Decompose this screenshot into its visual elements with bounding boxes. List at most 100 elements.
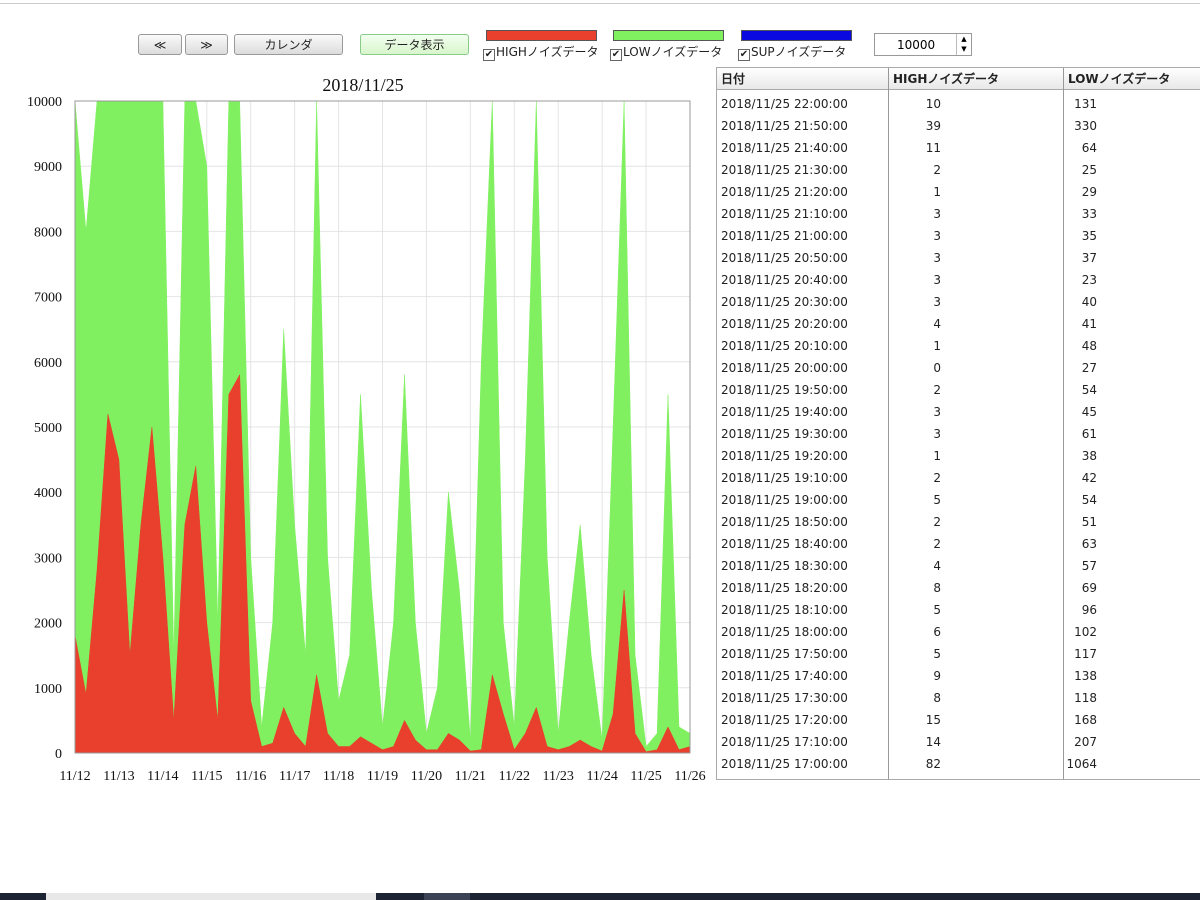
cell-high: 3 bbox=[933, 295, 941, 309]
spinner-arrows[interactable]: ▲ ▼ bbox=[956, 34, 971, 55]
x-tick-label: 11/22 bbox=[499, 769, 530, 784]
cell-datetime: 2018/11/25 19:00:00 bbox=[721, 493, 848, 507]
legend-swatch bbox=[741, 30, 852, 41]
y-tick-label: 0 bbox=[55, 747, 62, 762]
cell-datetime: 2018/11/25 17:00:00 bbox=[721, 757, 848, 771]
cell-datetime: 2018/11/25 18:10:00 bbox=[721, 603, 848, 617]
cell-low: 207 bbox=[1074, 735, 1097, 749]
y-tick-label: 2000 bbox=[34, 617, 62, 632]
cell-high: 3 bbox=[933, 405, 941, 419]
spinner[interactable]: 10000 ▲ ▼ bbox=[874, 33, 972, 56]
x-tick-label: 11/25 bbox=[630, 769, 661, 784]
cell-high: 3 bbox=[933, 207, 941, 221]
legend-swatch bbox=[613, 30, 724, 41]
cell-low: 45 bbox=[1081, 405, 1097, 419]
cell-datetime: 2018/11/25 20:50:00 bbox=[721, 251, 848, 265]
x-tick-label: 11/24 bbox=[586, 769, 617, 784]
cell-datetime: 2018/11/25 17:40:00 bbox=[721, 669, 848, 683]
cell-high: 8 bbox=[933, 691, 941, 705]
cell-low: 63 bbox=[1081, 537, 1097, 551]
cell-high: 15 bbox=[925, 713, 941, 727]
cell-high: 2 bbox=[933, 383, 941, 397]
column-divider bbox=[1063, 68, 1064, 779]
cell-high: 2 bbox=[933, 471, 941, 485]
cell-high: 2 bbox=[933, 515, 941, 529]
cell-datetime: 2018/11/25 19:40:00 bbox=[721, 405, 848, 419]
cell-datetime: 2018/11/25 18:50:00 bbox=[721, 515, 848, 529]
y-tick-label: 1000 bbox=[34, 682, 62, 697]
cell-datetime: 2018/11/25 21:10:00 bbox=[721, 207, 848, 221]
cell-high: 5 bbox=[933, 603, 941, 617]
next-button[interactable]: ≫ bbox=[185, 34, 228, 55]
cell-high: 8 bbox=[933, 581, 941, 595]
cell-datetime: 2018/11/25 17:50:00 bbox=[721, 647, 848, 661]
cell-datetime: 2018/11/25 18:30:00 bbox=[721, 559, 848, 573]
table-header: 日付 bbox=[717, 68, 889, 90]
cell-datetime: 2018/11/25 17:20:00 bbox=[721, 713, 848, 727]
legend-checkbox[interactable]: ✔ LOWノイズデータ bbox=[610, 43, 722, 61]
cell-high: 1 bbox=[933, 339, 941, 353]
y-tick-label: 9000 bbox=[34, 160, 62, 175]
x-tick-label: 11/21 bbox=[455, 769, 486, 784]
cell-low: 64 bbox=[1081, 141, 1097, 155]
cell-high: 3 bbox=[933, 251, 941, 265]
cell-high: 3 bbox=[933, 427, 941, 441]
cell-low: 42 bbox=[1081, 471, 1097, 485]
y-tick-label: 5000 bbox=[34, 421, 62, 436]
x-tick-label: 11/16 bbox=[235, 769, 266, 784]
cell-datetime: 2018/11/25 21:40:00 bbox=[721, 141, 848, 155]
table-header: HIGHノイズデータ bbox=[889, 68, 1064, 90]
cell-low: 48 bbox=[1081, 339, 1097, 353]
cell-datetime: 2018/11/25 21:50:00 bbox=[721, 119, 848, 133]
x-tick-label: 11/12 bbox=[59, 769, 90, 784]
cell-low: 131 bbox=[1074, 97, 1097, 111]
column-divider bbox=[888, 68, 889, 779]
cell-datetime: 2018/11/25 20:20:00 bbox=[721, 317, 848, 331]
y-tick-label: 6000 bbox=[34, 356, 62, 371]
cell-datetime: 2018/11/25 21:00:00 bbox=[721, 229, 848, 243]
legend-swatch bbox=[486, 30, 597, 41]
cell-low: 69 bbox=[1081, 581, 1097, 595]
calendar-button[interactable]: カレンダ bbox=[234, 34, 343, 55]
y-tick-label: 10000 bbox=[27, 95, 62, 110]
cell-high: 82 bbox=[925, 757, 941, 771]
y-tick-label: 7000 bbox=[34, 291, 62, 306]
legend-checkbox[interactable]: ✔ HIGHノイズデータ bbox=[483, 43, 599, 61]
cell-datetime: 2018/11/25 19:30:00 bbox=[721, 427, 848, 441]
legend-label: SUPノイズデータ bbox=[751, 45, 847, 59]
cell-datetime: 2018/11/25 19:20:00 bbox=[721, 449, 848, 463]
plot-frame bbox=[74, 100, 691, 754]
x-tick-label: 11/19 bbox=[367, 769, 398, 784]
cell-low: 35 bbox=[1081, 229, 1097, 243]
x-tick-label: 11/17 bbox=[279, 769, 310, 784]
cell-low: 41 bbox=[1081, 317, 1097, 331]
y-tick-label: 4000 bbox=[34, 486, 62, 501]
x-tick-label: 11/18 bbox=[323, 769, 354, 784]
prev-button[interactable]: ≪ bbox=[138, 34, 182, 55]
cell-high: 2 bbox=[933, 163, 941, 177]
x-tick-label: 11/15 bbox=[191, 769, 222, 784]
x-tick-label: 11/23 bbox=[543, 769, 574, 784]
show-data-button[interactable]: データ表示 bbox=[360, 34, 469, 55]
cell-datetime: 2018/11/25 20:30:00 bbox=[721, 295, 848, 309]
table-header: LOWノイズデータ bbox=[1064, 68, 1200, 90]
checkbox: ✔ bbox=[738, 49, 750, 61]
cell-datetime: 2018/11/25 21:20:00 bbox=[721, 185, 848, 199]
legend-checkbox[interactable]: ✔ SUPノイズデータ bbox=[738, 43, 846, 61]
cell-low: 57 bbox=[1081, 559, 1097, 573]
area-series bbox=[75, 373, 690, 753]
cell-datetime: 2018/11/25 21:30:00 bbox=[721, 163, 848, 177]
x-tick-label: 11/20 bbox=[411, 769, 442, 784]
cell-low: 25 bbox=[1081, 163, 1097, 177]
legend-label: LOWノイズデータ bbox=[623, 45, 723, 59]
cell-low: 138 bbox=[1074, 669, 1097, 683]
cell-high: 2 bbox=[933, 537, 941, 551]
cell-datetime: 2018/11/25 19:10:00 bbox=[721, 471, 848, 485]
cell-low: 1064 bbox=[1066, 757, 1097, 771]
cell-high: 5 bbox=[933, 647, 941, 661]
cell-datetime: 2018/11/25 22:00:00 bbox=[721, 97, 848, 111]
cell-high: 0 bbox=[933, 361, 941, 375]
cell-high: 39 bbox=[925, 119, 941, 133]
taskbar-item bbox=[46, 893, 376, 900]
